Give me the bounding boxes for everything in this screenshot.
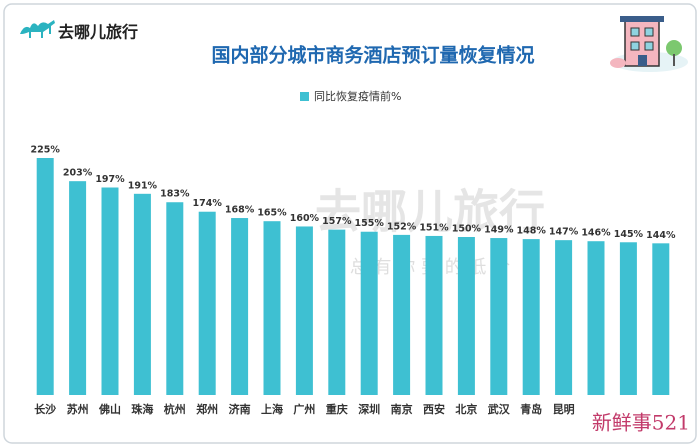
value-label: 160% xyxy=(290,213,320,224)
value-label: 225% xyxy=(31,145,61,156)
bar xyxy=(619,242,637,395)
bar xyxy=(263,221,281,395)
watermark: 去哪儿旅行 xyxy=(315,185,545,239)
bar xyxy=(555,240,573,395)
bar xyxy=(166,202,184,395)
x-tick-label: 北京 xyxy=(455,402,477,416)
value-label: 165% xyxy=(257,208,287,219)
x-tick-label: 郑州 xyxy=(196,402,218,416)
logo-text: 去哪儿旅行 xyxy=(58,23,138,42)
x-tick-label: 青岛 xyxy=(520,402,542,416)
legend-label: 同比恢复疫情前% xyxy=(314,89,401,103)
x-tick-label: 广州 xyxy=(293,402,315,416)
bar xyxy=(425,235,443,395)
chart-title: 国内部分城市商务酒店预订量恢复情况 xyxy=(211,44,534,67)
value-label: 168% xyxy=(225,205,255,216)
bar xyxy=(101,187,119,395)
x-tick-label: 佛山 xyxy=(98,402,121,416)
legend-swatch xyxy=(300,92,309,101)
x-tick-label: 南京 xyxy=(391,402,413,416)
bar xyxy=(295,226,313,395)
value-label: 157% xyxy=(322,216,352,227)
building-icon xyxy=(610,16,688,72)
x-tick-label: 重庆 xyxy=(326,402,348,416)
bar xyxy=(587,241,605,395)
value-label: 152% xyxy=(387,221,417,232)
value-label: 151% xyxy=(419,222,449,233)
x-tick-label: 上海 xyxy=(261,402,283,416)
x-tick-label: 武汉 xyxy=(488,402,511,416)
bar xyxy=(328,229,346,395)
x-tick-label: 杭州 xyxy=(164,402,186,416)
value-label: 203% xyxy=(63,168,93,179)
bar xyxy=(457,237,475,395)
bar xyxy=(393,234,411,395)
bar xyxy=(69,181,87,395)
bar xyxy=(360,231,378,395)
value-label: 197% xyxy=(95,174,125,185)
value-label: 146% xyxy=(581,228,611,239)
bar xyxy=(133,193,151,395)
x-tick-label: 济南 xyxy=(229,402,251,416)
logo-icon xyxy=(20,20,55,38)
bar xyxy=(522,239,540,395)
value-label: 191% xyxy=(128,180,158,191)
value-label: 144% xyxy=(646,230,676,241)
bar xyxy=(198,211,216,395)
value-label: 149% xyxy=(484,225,514,236)
x-tick-label: 长沙 xyxy=(34,402,56,416)
corner-mark: 新鲜事521 xyxy=(592,411,690,435)
value-label: 145% xyxy=(614,229,644,240)
bar xyxy=(490,238,508,395)
bar xyxy=(652,243,670,395)
bar xyxy=(36,158,54,395)
value-label: 148% xyxy=(517,226,547,237)
x-tick-label: 深圳 xyxy=(358,402,380,416)
value-label: 155% xyxy=(355,218,385,229)
x-tick-label: 西安 xyxy=(423,402,445,416)
value-label: 183% xyxy=(160,189,190,200)
x-tick-label: 苏州 xyxy=(67,402,89,416)
x-tick-label: 昆明 xyxy=(553,403,575,416)
bar xyxy=(231,218,249,395)
value-label: 174% xyxy=(193,198,223,209)
x-tick-label: 珠海 xyxy=(131,402,153,416)
value-label: 147% xyxy=(549,227,579,238)
value-label: 150% xyxy=(452,224,482,235)
